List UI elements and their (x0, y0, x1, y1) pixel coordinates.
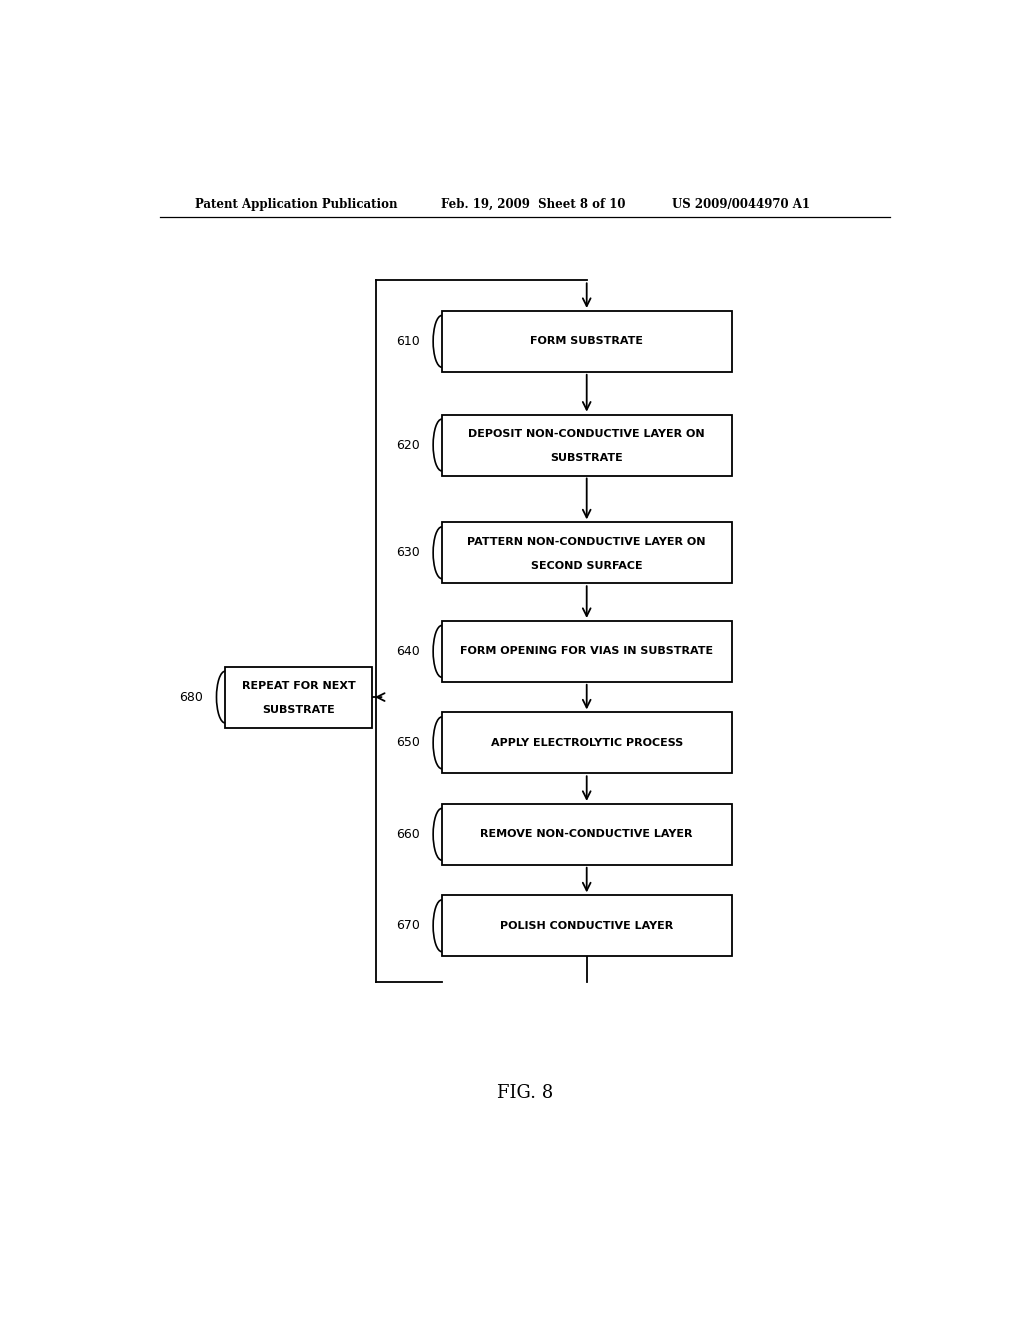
Text: Patent Application Publication: Patent Application Publication (196, 198, 398, 211)
Bar (442, 804, 731, 865)
Text: POLISH CONDUCTIVE LAYER: POLISH CONDUCTIVE LAYER (500, 921, 674, 931)
Bar (442, 523, 731, 583)
Text: APPLY ELECTROLYTIC PROCESS: APPLY ELECTROLYTIC PROCESS (490, 738, 683, 748)
Bar (442, 895, 731, 956)
Text: 610: 610 (396, 335, 420, 348)
Text: SUBSTRATE: SUBSTRATE (550, 453, 623, 463)
Bar (442, 414, 731, 475)
Bar (225, 667, 372, 727)
Text: REMOVE NON-CONDUCTIVE LAYER: REMOVE NON-CONDUCTIVE LAYER (480, 829, 693, 840)
Text: 640: 640 (396, 645, 420, 657)
Text: US 2009/0044970 A1: US 2009/0044970 A1 (672, 198, 810, 211)
Text: 650: 650 (395, 737, 420, 750)
Bar (442, 713, 731, 774)
Text: REPEAT FOR NEXT: REPEAT FOR NEXT (242, 681, 355, 690)
Text: FORM OPENING FOR VIAS IN SUBSTRATE: FORM OPENING FOR VIAS IN SUBSTRATE (460, 647, 714, 656)
Text: SUBSTRATE: SUBSTRATE (262, 705, 335, 715)
Text: SECOND SURFACE: SECOND SURFACE (530, 561, 642, 572)
Text: 660: 660 (396, 828, 420, 841)
Text: 670: 670 (395, 919, 420, 932)
Text: 630: 630 (396, 546, 420, 560)
Bar (442, 312, 731, 372)
Text: DEPOSIT NON-CONDUCTIVE LAYER ON: DEPOSIT NON-CONDUCTIVE LAYER ON (468, 429, 705, 438)
Text: 680: 680 (179, 690, 203, 704)
Text: FORM SUBSTRATE: FORM SUBSTRATE (530, 337, 643, 346)
Text: PATTERN NON-CONDUCTIVE LAYER ON: PATTERN NON-CONDUCTIVE LAYER ON (467, 537, 706, 546)
Text: FIG. 8: FIG. 8 (497, 1085, 553, 1102)
Bar (442, 620, 731, 682)
Text: 620: 620 (396, 438, 420, 451)
Text: Feb. 19, 2009  Sheet 8 of 10: Feb. 19, 2009 Sheet 8 of 10 (441, 198, 626, 211)
